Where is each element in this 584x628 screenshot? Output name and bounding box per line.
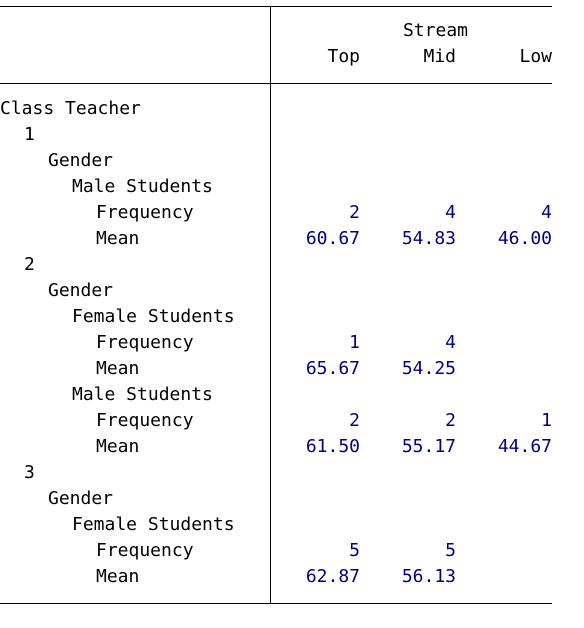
header-bottom-rule bbox=[0, 83, 552, 84]
table-cell: 65.67 bbox=[305, 358, 360, 379]
row-label: Mean bbox=[96, 228, 140, 249]
row-label: Frequency bbox=[96, 332, 194, 353]
table-bottom-rule bbox=[0, 603, 552, 604]
stub-divider bbox=[270, 6, 271, 603]
row-label: 1 bbox=[24, 124, 35, 145]
column-group-label: Stream bbox=[402, 20, 468, 41]
table-cell: 4 bbox=[445, 332, 456, 353]
column-header-low: Low bbox=[519, 46, 552, 67]
row-label: 3 bbox=[24, 462, 35, 483]
row-label: Mean bbox=[96, 566, 140, 587]
row-label: Class Teacher bbox=[0, 98, 141, 119]
table-cell: 56.13 bbox=[401, 566, 456, 587]
table-cell: 1 bbox=[349, 332, 360, 353]
row-label: Frequency bbox=[96, 540, 194, 561]
row-label: Male Students bbox=[72, 384, 213, 405]
table-cell: 46.00 bbox=[497, 228, 552, 249]
table-cell: 54.83 bbox=[401, 228, 456, 249]
table-cell: 4 bbox=[541, 202, 552, 223]
row-label: Male Students bbox=[72, 176, 213, 197]
table-cell: 2 bbox=[445, 410, 456, 431]
row-label: 2 bbox=[24, 254, 35, 275]
row-label: Female Students bbox=[72, 306, 235, 327]
table-cell: 62.87 bbox=[305, 566, 360, 587]
table-cell: 44.67 bbox=[497, 436, 552, 457]
table-cell: 5 bbox=[349, 540, 360, 561]
row-label: Mean bbox=[96, 436, 140, 457]
table-top-rule bbox=[0, 6, 552, 7]
table-cell: 4 bbox=[445, 202, 456, 223]
row-label: Frequency bbox=[96, 410, 194, 431]
table-cell: 61.50 bbox=[305, 436, 360, 457]
table-cell: 54.25 bbox=[401, 358, 456, 379]
row-label: Gender bbox=[48, 280, 114, 301]
table-cell: 2 bbox=[349, 410, 360, 431]
table-cell: 5 bbox=[445, 540, 456, 561]
column-header-mid: Mid bbox=[423, 46, 456, 67]
row-label: Mean bbox=[96, 358, 140, 379]
table-cell: 55.17 bbox=[401, 436, 456, 457]
row-label: Frequency bbox=[96, 202, 194, 223]
row-label: Gender bbox=[48, 150, 114, 171]
table-cell: 1 bbox=[541, 410, 552, 431]
table-cell: 2 bbox=[349, 202, 360, 223]
table-cell: 60.67 bbox=[305, 228, 360, 249]
row-label: Gender bbox=[48, 488, 114, 509]
row-label: Female Students bbox=[72, 514, 235, 535]
column-header-top: Top bbox=[327, 46, 360, 67]
